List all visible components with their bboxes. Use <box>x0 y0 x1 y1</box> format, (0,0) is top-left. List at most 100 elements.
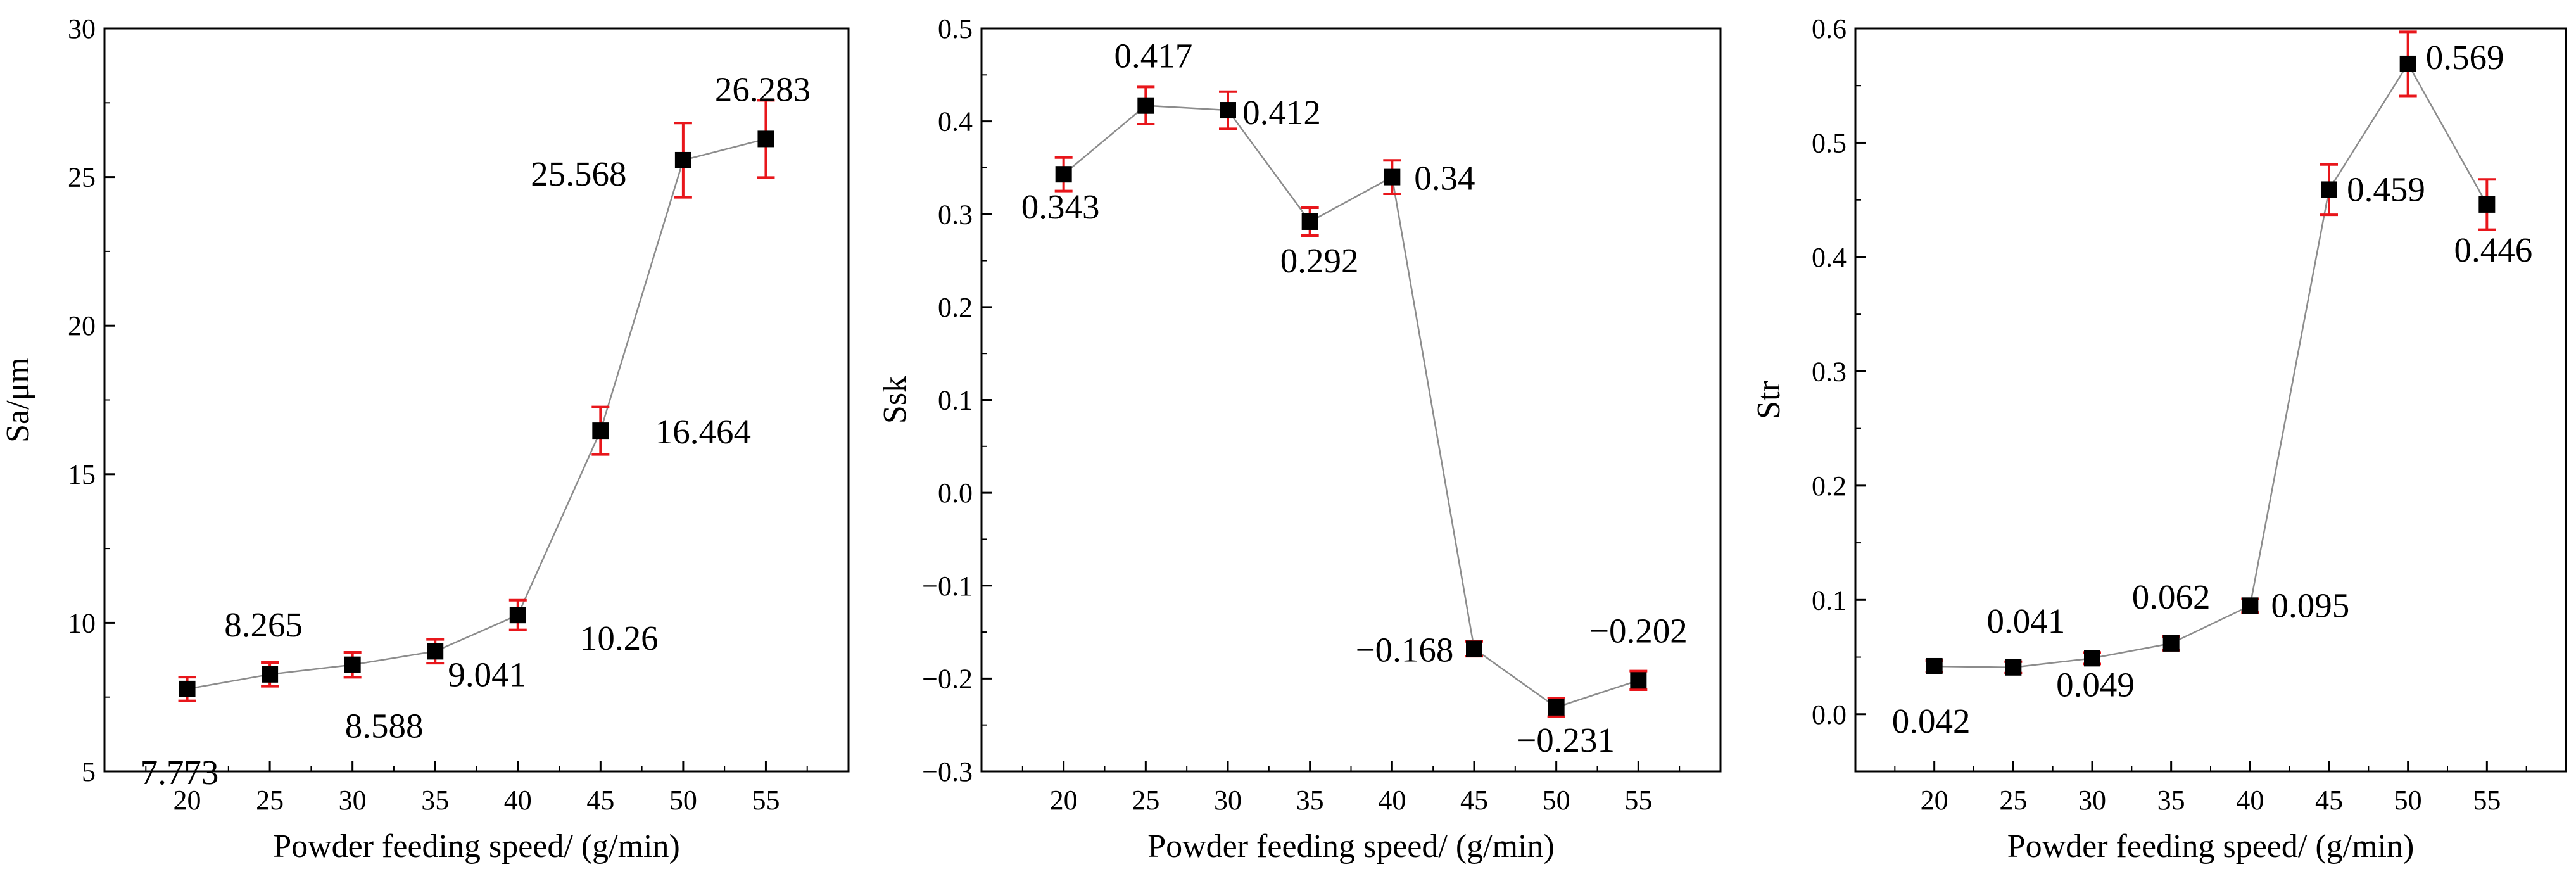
x-axis-title: Powder feeding speed/ (g/min) <box>273 828 680 864</box>
data-point <box>1630 672 1647 689</box>
y-axis-title: Ssk <box>877 376 913 424</box>
x-tick-label: 25 <box>1132 785 1159 816</box>
data-point <box>1384 168 1401 186</box>
data-label: 0.095 <box>2271 586 2349 624</box>
data-label: 0.446 <box>2454 231 2532 269</box>
data-label: −0.168 <box>1356 630 1454 669</box>
data-point <box>2242 597 2259 614</box>
y-tick-label: 25 <box>68 162 96 193</box>
data-label: 0.34 <box>1414 159 1475 198</box>
x-tick-label: 30 <box>1214 785 1242 816</box>
y-tick-label: 0.5 <box>1812 127 1847 158</box>
data-label: 0.049 <box>2056 665 2135 704</box>
y-tick-label: 20 <box>68 310 96 341</box>
y-axis-title: Str <box>1751 381 1787 419</box>
data-label: 26.283 <box>715 70 811 108</box>
x-tick-label: 35 <box>1296 785 1324 816</box>
data-point <box>179 680 196 697</box>
y-tick-label: 0.4 <box>1812 242 1847 273</box>
x-tick-label: 55 <box>2473 785 2501 816</box>
data-point <box>1137 97 1154 114</box>
data-point <box>2399 55 2416 72</box>
series-line <box>1934 62 2488 669</box>
x-tick-label: 35 <box>421 785 449 816</box>
x-tick-label: 30 <box>2078 785 2106 816</box>
chart-panel-2: 20 25 30 35 40 45 50 55 −0.3 −0.2 −0.1 0.0 0.1 0.2 0.3… <box>877 13 1722 864</box>
data-label: 0.412 <box>1242 93 1321 132</box>
y-tick-label: 10 <box>68 607 96 638</box>
x-tick-label: 40 <box>1378 785 1406 816</box>
x-tick-label: 50 <box>669 785 697 816</box>
data-label: 0.569 <box>2426 38 2504 77</box>
y-tick-label: 0.2 <box>1812 471 1847 502</box>
y-tick-label: 0.1 <box>938 385 973 416</box>
y-tick-label: 0.3 <box>1812 356 1847 387</box>
x-tick-label: 25 <box>256 785 284 816</box>
series-line <box>1063 104 1639 709</box>
data-point <box>427 643 444 660</box>
data-point <box>757 130 774 148</box>
data-point <box>2005 659 2022 676</box>
y-tick-label: 15 <box>68 459 96 490</box>
x-tick-label: 50 <box>1543 785 1570 816</box>
x-tick-label: 55 <box>752 785 780 816</box>
x-axis-title: Powder feeding speed/ (g/min) <box>1147 828 1555 864</box>
data-label: 0.042 <box>1892 702 1971 740</box>
data-point <box>509 607 526 624</box>
data-label: 25.568 <box>531 155 626 193</box>
data-label: −0.202 <box>1589 611 1688 650</box>
data-label: 16.464 <box>655 412 751 451</box>
x-tick-label: 45 <box>2315 785 2343 816</box>
data-point <box>2084 650 2100 667</box>
x-tick-label: 45 <box>586 785 614 816</box>
data-point <box>674 151 691 168</box>
data-label: 0.062 <box>2132 578 2211 616</box>
data-point <box>1926 657 1943 674</box>
y-tick-label: 0.0 <box>1812 699 1847 730</box>
y-tick-label: 0.6 <box>1812 13 1847 44</box>
y-tick-label: −0.1 <box>922 571 973 602</box>
data-point <box>2478 196 2496 213</box>
x-tick-label: 40 <box>504 785 532 816</box>
data-label: 0.041 <box>1986 602 2065 640</box>
x-tick-label: 35 <box>2157 785 2185 816</box>
y-tick-label: 0.1 <box>1812 585 1847 616</box>
data-point <box>1466 640 1482 657</box>
y-tick-label: 30 <box>68 13 96 44</box>
data-point <box>1548 699 1565 716</box>
data-label: 0.417 <box>1114 37 1192 75</box>
x-tick-label: 40 <box>2236 785 2264 816</box>
x-tick-label: 55 <box>1624 785 1652 816</box>
y-tick-label: 0.2 <box>938 292 973 323</box>
data-label: −0.231 <box>1517 721 1615 759</box>
data-label: 0.343 <box>1021 187 1100 226</box>
y-tick-label: 0.3 <box>938 199 973 230</box>
y-tick-label: −0.2 <box>922 663 973 694</box>
data-point <box>344 656 361 673</box>
plot-frame <box>980 27 1722 773</box>
y-tick-label: −0.3 <box>922 756 973 787</box>
data-label: 10.26 <box>580 619 659 657</box>
data-point <box>592 422 609 440</box>
series-line <box>187 138 766 690</box>
data-label: 8.588 <box>345 707 424 745</box>
data-label: 7.773 <box>141 753 219 792</box>
data-label: 9.041 <box>448 655 526 693</box>
data-label: 0.292 <box>1280 241 1359 280</box>
y-tick-label: 5 <box>82 756 96 787</box>
data-point <box>1301 213 1318 230</box>
y-tick-label: 0.0 <box>938 478 973 509</box>
x-tick-label: 50 <box>2394 785 2422 816</box>
chart-panel-3: 20 25 30 35 40 45 50 55 0.0 0.1 0.2 0.3 0.4 0.5 0.6 Pow… <box>1751 13 2567 864</box>
data-point <box>2162 635 2180 652</box>
x-tick-label: 20 <box>1921 785 1948 816</box>
x-tick-label: 20 <box>174 785 201 816</box>
x-axis-title: Powder feeding speed/ (g/min) <box>2007 828 2415 864</box>
data-label: 0.459 <box>2347 170 2425 208</box>
plot-frame <box>1854 27 2567 773</box>
x-tick-label: 30 <box>339 785 367 816</box>
y-tick-label: 0.4 <box>938 106 973 137</box>
x-tick-label: 45 <box>1460 785 1488 816</box>
